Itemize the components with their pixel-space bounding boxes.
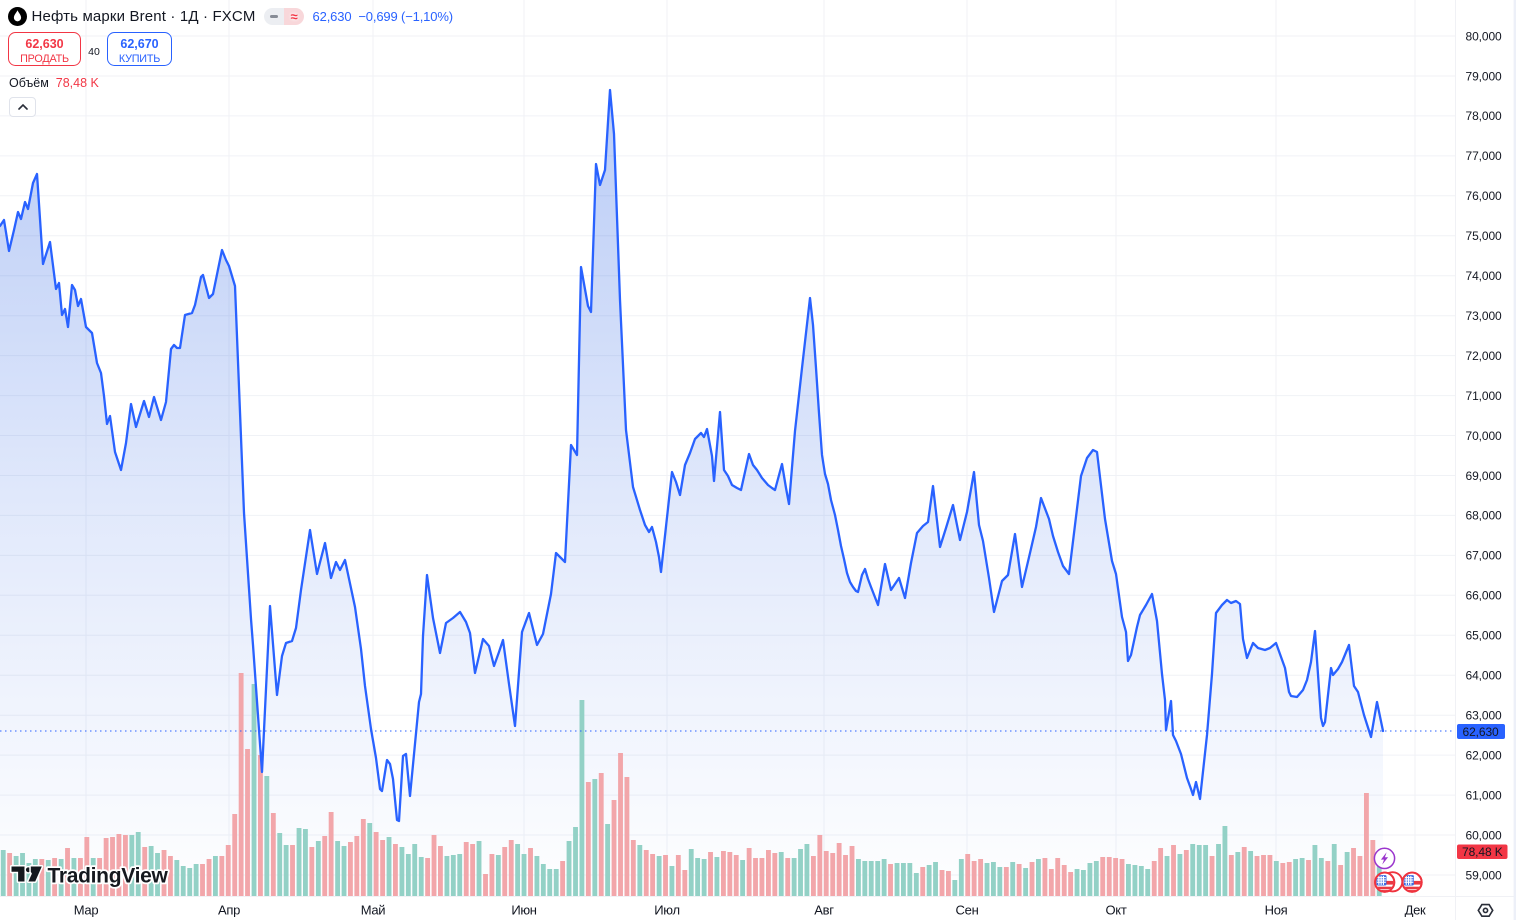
svg-text:75,000: 75,000	[1466, 229, 1503, 243]
svg-text:59,000: 59,000	[1466, 868, 1503, 882]
svg-text:Апр: Апр	[218, 903, 240, 918]
svg-text:Ноя: Ноя	[1265, 903, 1288, 918]
svg-text:66,000: 66,000	[1466, 589, 1503, 603]
svg-text:73,000: 73,000	[1466, 309, 1503, 323]
svg-text:62,000: 62,000	[1466, 748, 1503, 762]
svg-text:Июл: Июл	[654, 903, 680, 918]
svg-text:Сен: Сен	[956, 903, 979, 918]
svg-text:65,000: 65,000	[1466, 629, 1503, 643]
svg-text:78,000: 78,000	[1466, 109, 1503, 123]
svg-text:78,48 K: 78,48 K	[1462, 845, 1503, 859]
svg-text:Мар: Мар	[74, 903, 99, 918]
svg-text:61,000: 61,000	[1466, 788, 1503, 802]
svg-text:71,000: 71,000	[1466, 389, 1503, 403]
svg-text:Дек: Дек	[1405, 903, 1426, 918]
svg-text:Авг: Авг	[814, 903, 834, 918]
svg-text:TradingView: TradingView	[48, 865, 169, 888]
svg-text:77,000: 77,000	[1466, 149, 1503, 163]
svg-text:76,000: 76,000	[1466, 189, 1503, 203]
svg-text:74,000: 74,000	[1466, 269, 1503, 283]
svg-text:80,000: 80,000	[1466, 29, 1503, 43]
svg-text:63,000: 63,000	[1466, 709, 1503, 723]
svg-text:79,000: 79,000	[1466, 69, 1503, 83]
svg-text:64,000: 64,000	[1466, 669, 1503, 683]
svg-text:72,000: 72,000	[1466, 349, 1503, 363]
svg-text:Окт: Окт	[1106, 903, 1127, 918]
svg-text:70,000: 70,000	[1466, 429, 1503, 443]
svg-text:60,000: 60,000	[1466, 828, 1503, 842]
svg-text:69,000: 69,000	[1466, 469, 1503, 483]
svg-text:62,630: 62,630	[1463, 725, 1500, 739]
svg-text:68,000: 68,000	[1466, 509, 1503, 523]
svg-text:67,000: 67,000	[1466, 549, 1503, 563]
svg-text:Июн: Июн	[511, 903, 536, 918]
svg-text:Май: Май	[361, 903, 386, 918]
